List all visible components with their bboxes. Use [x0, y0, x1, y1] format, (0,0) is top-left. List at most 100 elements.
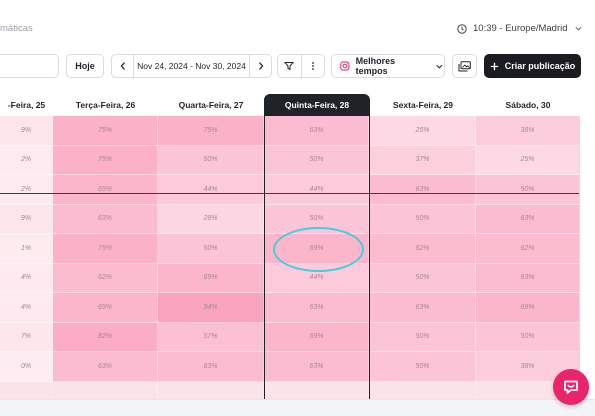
heatmap-cell[interactable]: 50% — [370, 204, 476, 234]
heatmap-cell[interactable]: 4% — [0, 293, 53, 323]
next-week-button[interactable] — [249, 55, 271, 77]
heatmap-column: 9% 2% 2% 9% 1% 4% 4% 7% 0% — [0, 116, 53, 399]
heatmap-cell[interactable]: 69% — [476, 293, 579, 323]
best-times-heatmap: 9% 2% 2% 9% 1% 4% 4% 7% 0% 75% 75% 69% 63% 75% 62% 69% 8… — [0, 116, 580, 399]
heatmap-cell[interactable]: 63% — [370, 175, 476, 205]
heatmap-cell[interactable]: 94% — [158, 293, 264, 323]
heatmap-column: 25% 37% 63% 50% 62% 50% 63% 50% 50% — [370, 116, 476, 399]
heatmap-cell[interactable]: 63% — [476, 204, 579, 234]
day-header-2[interactable]: Terça-Feira, 26 — [75, 100, 136, 110]
help-chat-icon — [564, 380, 578, 394]
heatmap-cell[interactable]: 50% — [370, 352, 476, 382]
heatmap-cell[interactable]: 0% — [0, 352, 53, 382]
heatmap-cell[interactable]: 1% — [0, 234, 53, 264]
images-icon — [458, 60, 471, 71]
heatmap-cell[interactable]: 57% — [158, 322, 264, 352]
heatmap-cell[interactable]: 75% — [53, 116, 158, 146]
heatmap-cell[interactable]: 7% — [0, 322, 53, 352]
more-vertical-icon — [311, 62, 314, 70]
heatmap-cell[interactable]: 69% — [53, 175, 158, 205]
bottom-bar — [0, 399, 595, 416]
heatmap-cell[interactable] — [265, 381, 369, 399]
current-time-line — [0, 193, 579, 194]
heatmap-cell[interactable]: 75% — [53, 145, 158, 175]
heatmap-cell[interactable]: 44% — [265, 175, 369, 205]
heatmap-cell[interactable]: 50% — [158, 234, 264, 264]
heatmap-cell[interactable]: 50% — [370, 263, 476, 293]
day-header-6[interactable]: Sábado, 30 — [505, 100, 551, 110]
heatmap-cell[interactable]: 63% — [53, 204, 158, 234]
breadcrumb: máticas — [0, 23, 33, 34]
heatmap-cell[interactable]: 69% — [265, 322, 369, 352]
filter-group — [277, 54, 325, 78]
plus-icon — [490, 62, 498, 70]
create-post-button[interactable]: Criar publicação — [484, 54, 581, 78]
heatmap-cell[interactable] — [370, 381, 476, 399]
chevron-down-icon — [436, 64, 443, 69]
heatmap-cell[interactable]: 50% — [476, 175, 579, 205]
top-bar: máticas 10:39 - Europe/Madrid — [0, 0, 595, 48]
heatmap-cell[interactable]: 82% — [53, 322, 158, 352]
heatmap-column: 75% 75% 69% 63% 75% 62% 69% 82% 63% — [53, 116, 158, 399]
heatmap-cell[interactable]: 62% — [476, 234, 579, 264]
more-options-button[interactable] — [302, 55, 325, 77]
heatmap-cell[interactable]: 50% — [370, 322, 476, 352]
highlight-circle — [273, 227, 364, 272]
heatmap-cell[interactable]: 69% — [158, 263, 264, 293]
today-button[interactable]: Hoje — [66, 54, 104, 78]
heatmap-cell[interactable]: 63% — [53, 352, 158, 382]
heatmap-cell[interactable]: 75% — [53, 234, 158, 264]
heatmap-cell[interactable]: 28% — [158, 204, 264, 234]
heatmap-cell[interactable]: 38% — [476, 116, 579, 146]
heatmap-cell[interactable]: 63% — [476, 263, 579, 293]
heatmap-column: 38% 25% 50% 63% 62% 63% 69% 50% 38% — [476, 116, 579, 399]
timezone-selector[interactable]: 10:39 - Europe/Madrid — [457, 23, 583, 34]
heatmap-cell[interactable]: 2% — [0, 145, 53, 175]
day-header-5[interactable]: Sexta-Feira, 29 — [392, 100, 453, 110]
chevron-left-icon — [120, 62, 125, 70]
heatmap-cell[interactable]: 63% — [370, 293, 476, 323]
filter-icon — [284, 62, 295, 71]
day-header-1[interactable]: -Feira, 25 — [7, 100, 46, 110]
heatmap-cell[interactable]: 63% — [265, 352, 369, 382]
heatmap-cell[interactable]: 50% — [265, 145, 369, 175]
chevron-right-icon — [258, 62, 263, 70]
heatmap-cell[interactable] — [0, 381, 53, 399]
heatmap-cell[interactable]: 69% — [53, 293, 158, 323]
heatmap-cell[interactable]: 62% — [370, 234, 476, 264]
heatmap-column: 75% 50% 44% 28% 50% 69% 94% 57% 63% — [158, 116, 264, 399]
best-times-label: Melhores tempos — [355, 56, 396, 76]
clock-icon — [457, 23, 467, 34]
heatmap-cell[interactable]: 50% — [476, 322, 579, 352]
heatmap-cell[interactable]: 63% — [265, 116, 369, 146]
day-header-4[interactable]: Quinta-Feira, 28 — [264, 94, 370, 116]
heatmap-cell[interactable]: 25% — [476, 145, 579, 175]
day-header-3[interactable]: Quarta-Feira, 27 — [178, 100, 244, 110]
heatmap-cell[interactable] — [53, 381, 158, 399]
timezone-label: 10:39 - Europe/Madrid — [473, 23, 568, 34]
heatmap-cell[interactable]: 9% — [0, 204, 53, 234]
media-library-button[interactable] — [452, 54, 477, 78]
heatmap-cell[interactable] — [158, 381, 264, 399]
heatmap-cell[interactable]: 9% — [0, 116, 53, 146]
heatmap-cell[interactable]: 25% — [370, 116, 476, 146]
search-input[interactable] — [0, 54, 59, 78]
heatmap-cell[interactable]: 2% — [0, 175, 53, 205]
create-post-label: Criar publicação — [504, 61, 576, 71]
heatmap-cell[interactable]: 63% — [158, 352, 264, 382]
heatmap-cell[interactable]: 63% — [265, 293, 369, 323]
filter-button[interactable] — [278, 55, 302, 77]
heatmap-cell[interactable]: 75% — [158, 116, 264, 146]
heatmap-cell[interactable]: 37% — [370, 145, 476, 175]
heatmap-cell[interactable]: 62% — [53, 263, 158, 293]
best-times-dropdown[interactable]: Melhores tempos — [331, 54, 445, 78]
date-range-label[interactable]: Nov 24, 2024 - Nov 30, 2024 — [137, 61, 246, 71]
heatmap-cell[interactable]: 44% — [158, 175, 264, 205]
instagram-icon — [340, 61, 350, 71]
heatmap-cell[interactable]: 50% — [158, 145, 264, 175]
chevron-down-icon — [574, 26, 582, 31]
previous-week-button[interactable] — [112, 55, 134, 77]
date-range-picker: Nov 24, 2024 - Nov 30, 2024 — [111, 54, 272, 78]
heatmap-cell[interactable]: 4% — [0, 263, 53, 293]
help-chat-button[interactable] — [553, 369, 589, 405]
